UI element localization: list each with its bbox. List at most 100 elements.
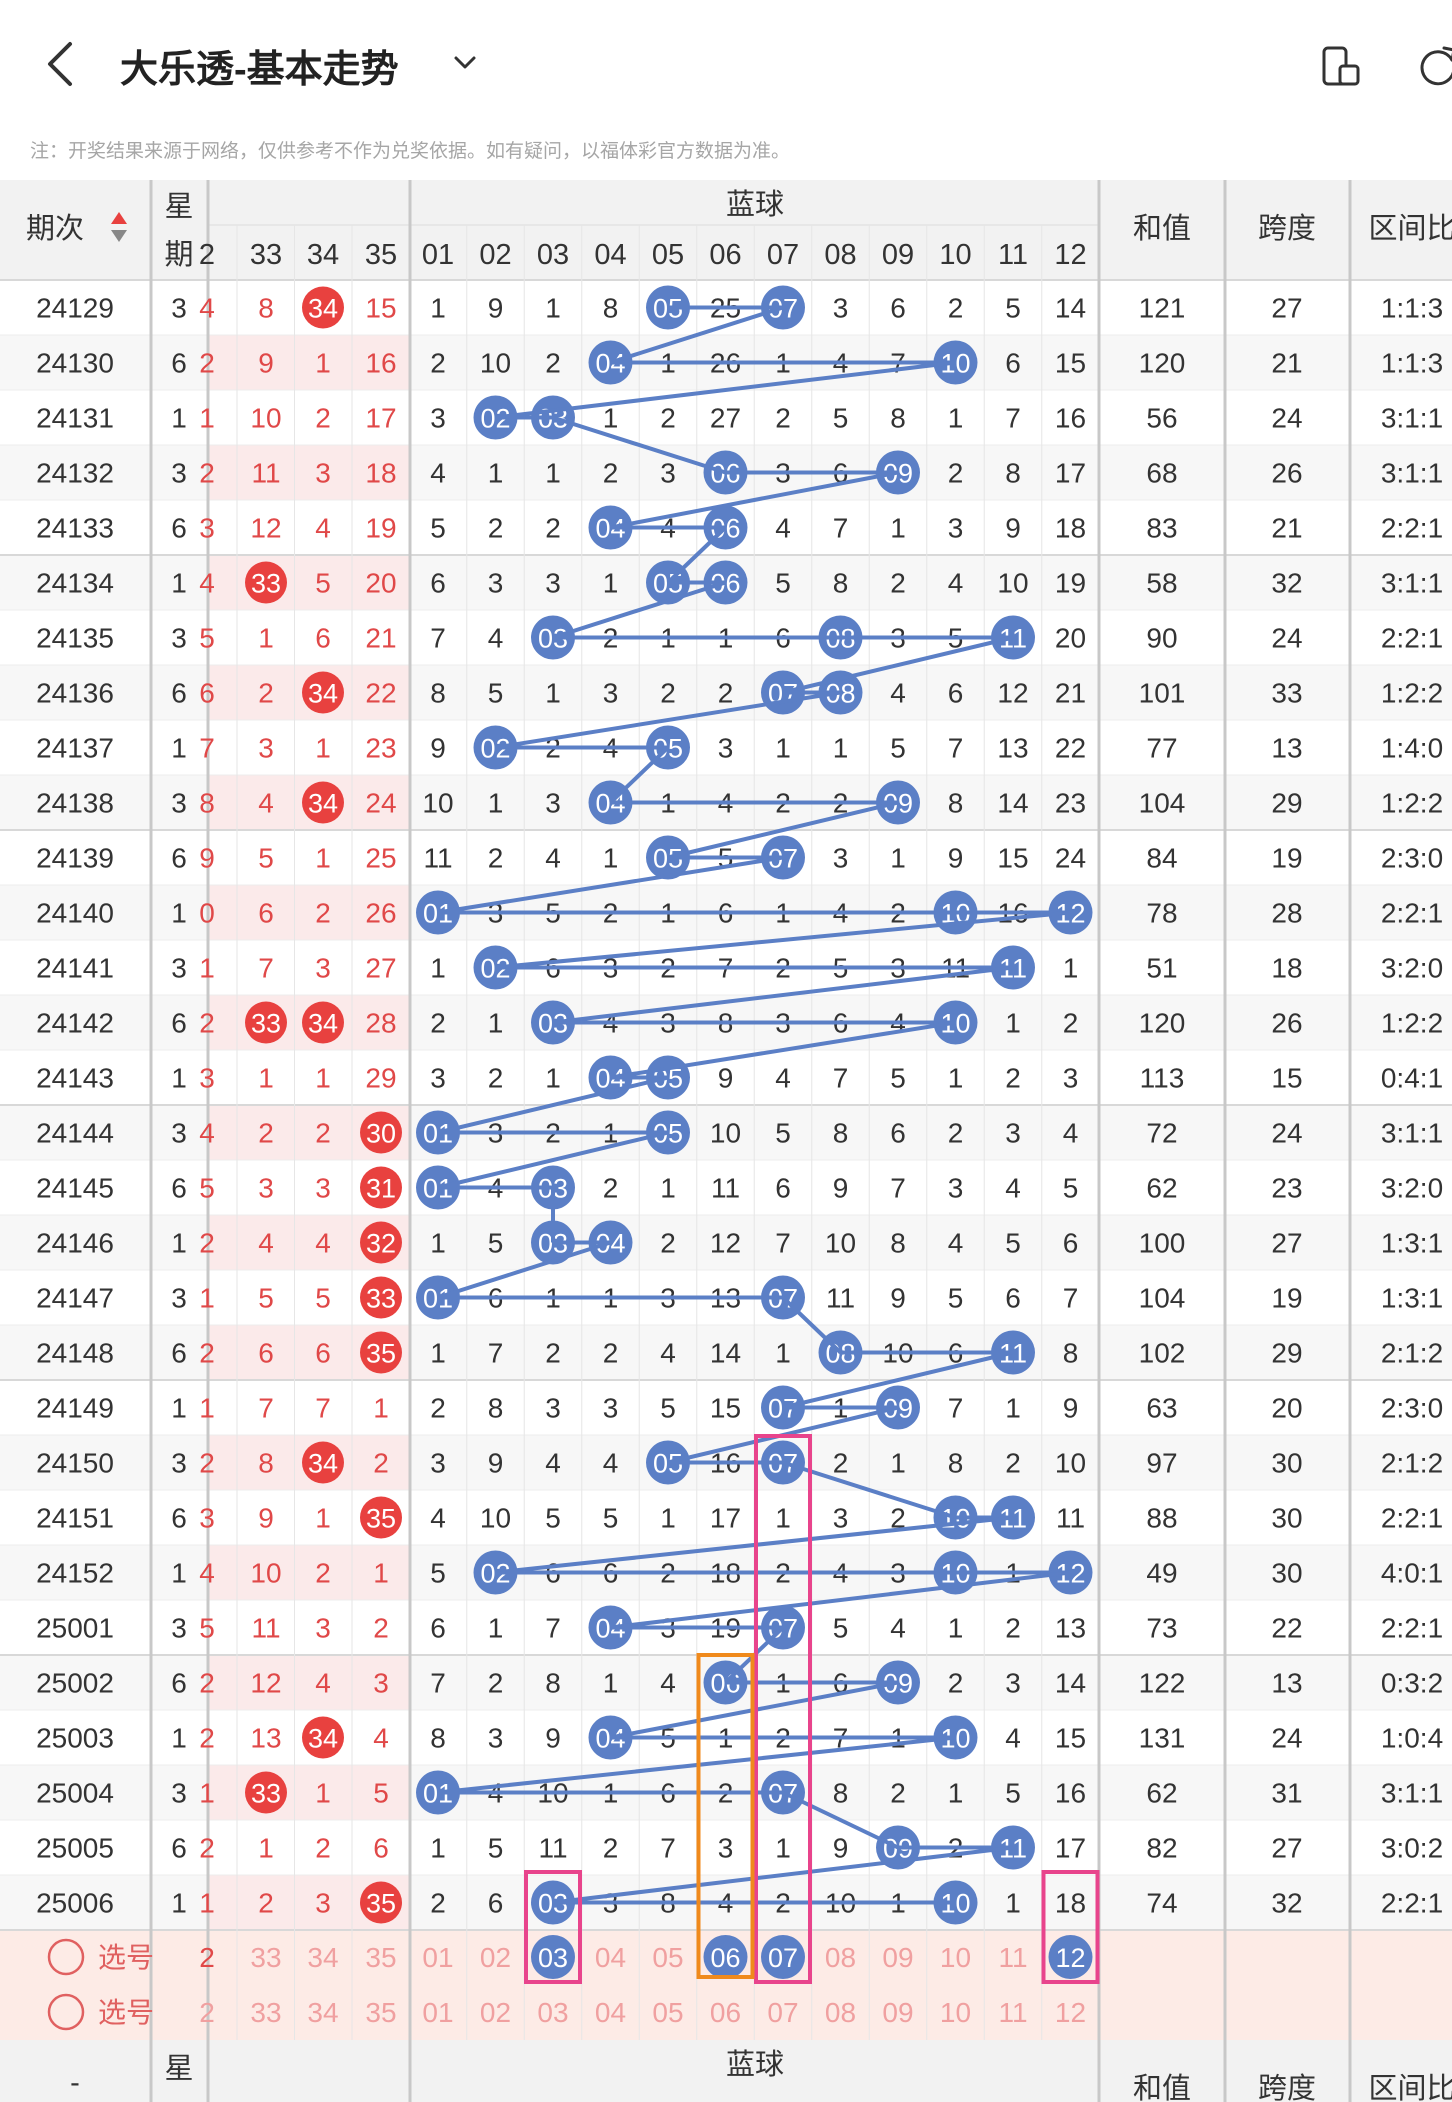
period-header[interactable]: 期次 bbox=[26, 212, 84, 245]
period-cell: 25004 bbox=[36, 1778, 114, 1809]
blue-select-number[interactable]: 03 bbox=[537, 1997, 568, 2028]
footer-header-bg bbox=[0, 2040, 1452, 2102]
front-select-number[interactable]: 34 bbox=[307, 1942, 338, 1973]
sum-cell: 88 bbox=[1146, 1503, 1177, 1534]
blue-select-number[interactable]: 01 bbox=[422, 1942, 453, 1973]
week-cell: 3 bbox=[171, 788, 187, 819]
blue-select-number[interactable]: 07 bbox=[768, 1943, 798, 1973]
front-select-number[interactable]: 33 bbox=[250, 1997, 281, 2028]
front-select-number[interactable]: 2 bbox=[199, 1942, 215, 1973]
blue-select-number[interactable]: 05 bbox=[652, 1997, 683, 2028]
period-cell: 24134 bbox=[36, 568, 114, 599]
sum-cell: 90 bbox=[1146, 623, 1177, 654]
blue-miss-cell: 14 bbox=[1055, 293, 1086, 324]
blue-miss-cell: 4 bbox=[660, 1338, 676, 1369]
blue-select-number[interactable]: 04 bbox=[595, 1942, 626, 1973]
front-miss-cell: 8 bbox=[199, 788, 215, 819]
sort-toggle-icon[interactable] bbox=[111, 212, 127, 242]
front-select-number[interactable]: 2 bbox=[199, 1997, 215, 2028]
chevron-down-icon[interactable] bbox=[450, 48, 480, 78]
blue-miss-cell: 2 bbox=[603, 1173, 619, 1204]
front-select-number[interactable]: 35 bbox=[365, 1942, 396, 1973]
blue-select-number[interactable]: 12 bbox=[1055, 1943, 1085, 1973]
blue-select-number[interactable]: 08 bbox=[825, 1942, 856, 1973]
blue-select-number[interactable]: 03 bbox=[538, 1943, 568, 1973]
front-miss-cell: 2 bbox=[199, 1338, 215, 1369]
blue-miss-cell: 5 bbox=[833, 1613, 849, 1644]
front-select-number[interactable]: 35 bbox=[365, 1997, 396, 2028]
blue-select-number[interactable]: 09 bbox=[882, 1942, 913, 1973]
back-arrow-icon[interactable] bbox=[40, 36, 84, 92]
blue-miss-cell: 15 bbox=[710, 1393, 741, 1424]
blue-miss-cell: 8 bbox=[948, 788, 964, 819]
blue-select-number[interactable]: 06 bbox=[710, 1943, 740, 1973]
blue-miss-cell: 6 bbox=[775, 1173, 791, 1204]
front-miss-cell: 2 bbox=[199, 1668, 215, 1699]
select-radio-icon[interactable] bbox=[47, 1938, 85, 1976]
blue-miss-cell: 4 bbox=[948, 568, 964, 599]
refresh-icon[interactable] bbox=[1414, 42, 1452, 88]
week-cell: 6 bbox=[171, 678, 187, 709]
blue-col-header: 10 bbox=[939, 239, 971, 271]
blue-miss-cell: 5 bbox=[1005, 293, 1021, 324]
trend-line bbox=[437, 1075, 669, 1135]
blue-select-ball[interactable] bbox=[703, 1935, 748, 1979]
blue-miss-cell: 5 bbox=[890, 1063, 906, 1094]
week-cell: 3 bbox=[171, 458, 187, 489]
ratio-cell: 1:2:2 bbox=[1381, 1008, 1443, 1039]
blue-miss-cell: 5 bbox=[488, 1833, 504, 1864]
trend-line bbox=[610, 1020, 956, 1080]
trend-line bbox=[782, 1790, 899, 1850]
blue-miss-cell: 9 bbox=[718, 1063, 734, 1094]
page-title[interactable]: 大乐透-基本走势 bbox=[120, 49, 399, 91]
front-miss-cell: 1 bbox=[199, 1778, 215, 1809]
week-cell: 3 bbox=[171, 953, 187, 984]
blue-select-number[interactable]: 10 bbox=[940, 1997, 971, 2028]
sum-cell: 68 bbox=[1146, 458, 1177, 489]
blue-miss-cell: 7 bbox=[833, 513, 849, 544]
blue-select-number[interactable]: 02 bbox=[480, 1997, 511, 2028]
select-row[interactable]: 选号 2 33 34 35 01 02 03 04 05 06 07 08 09 10 11 12 bbox=[47, 1935, 1093, 1979]
select-radio-icon[interactable] bbox=[47, 1993, 85, 2031]
blue-miss-cell: 12 bbox=[997, 678, 1028, 709]
highlight-boxes bbox=[524, 1434, 1100, 1984]
blue-miss-cell: 3 bbox=[833, 293, 849, 324]
blue-miss-cell: 6 bbox=[488, 1888, 504, 1919]
blue-select-number[interactable]: 08 bbox=[825, 1997, 856, 2028]
sum-cell: 120 bbox=[1139, 348, 1186, 379]
blue-miss-cell: 5 bbox=[430, 513, 446, 544]
blue-select-number[interactable]: 02 bbox=[480, 1942, 511, 1973]
blue-miss-cell: 4 bbox=[545, 843, 561, 874]
front-miss-cell: 1 bbox=[258, 1063, 274, 1094]
select-label[interactable]: 选号 bbox=[98, 1997, 154, 2028]
front-miss-cell: 2 bbox=[258, 1118, 274, 1149]
blue-select-number[interactable]: 09 bbox=[882, 1997, 913, 2028]
blue-select-ball[interactable] bbox=[1048, 1935, 1093, 1979]
blue-select-number[interactable]: 10 bbox=[940, 1942, 971, 1973]
blue-miss-cell: 4 bbox=[430, 458, 446, 489]
blue-select-number[interactable]: 01 bbox=[422, 1997, 453, 2028]
blue-miss-cell: 1 bbox=[603, 403, 619, 434]
blue-miss-cell: 20 bbox=[1055, 623, 1086, 654]
front-miss-cell: 9 bbox=[258, 1503, 274, 1534]
blue-miss-cell: 8 bbox=[545, 1668, 561, 1699]
blue-select-number[interactable]: 11 bbox=[998, 1942, 1027, 1973]
blue-select-ball[interactable] bbox=[761, 1935, 805, 1979]
front-select-number[interactable]: 33 bbox=[250, 1942, 281, 1973]
week-cell: 1 bbox=[171, 568, 187, 599]
week-cell: 1 bbox=[171, 1063, 187, 1094]
blue-select-number[interactable]: 11 bbox=[998, 1997, 1027, 2028]
select-label[interactable]: 选号 bbox=[98, 1942, 154, 1973]
blue-select-number[interactable]: 04 bbox=[595, 1997, 626, 2028]
screen-rotate-icon[interactable] bbox=[1318, 44, 1364, 90]
front-select-number[interactable]: 34 bbox=[307, 1997, 338, 2028]
select-row[interactable]: 选号 2 33 34 35 01 02 03 04 05 06 07 08 09 10 11 12 bbox=[47, 1993, 1086, 2031]
blue-select-number[interactable]: 05 bbox=[652, 1942, 683, 1973]
blue-select-number[interactable]: 07 bbox=[767, 1997, 798, 2028]
blue-select-number[interactable]: 06 bbox=[710, 1997, 741, 2028]
blue-select-number[interactable]: 12 bbox=[1055, 1997, 1086, 2028]
blue-miss-cell: 18 bbox=[1055, 513, 1086, 544]
blue-select-ball[interactable] bbox=[531, 1935, 575, 1979]
highlight-box-pink bbox=[1041, 1870, 1100, 1984]
